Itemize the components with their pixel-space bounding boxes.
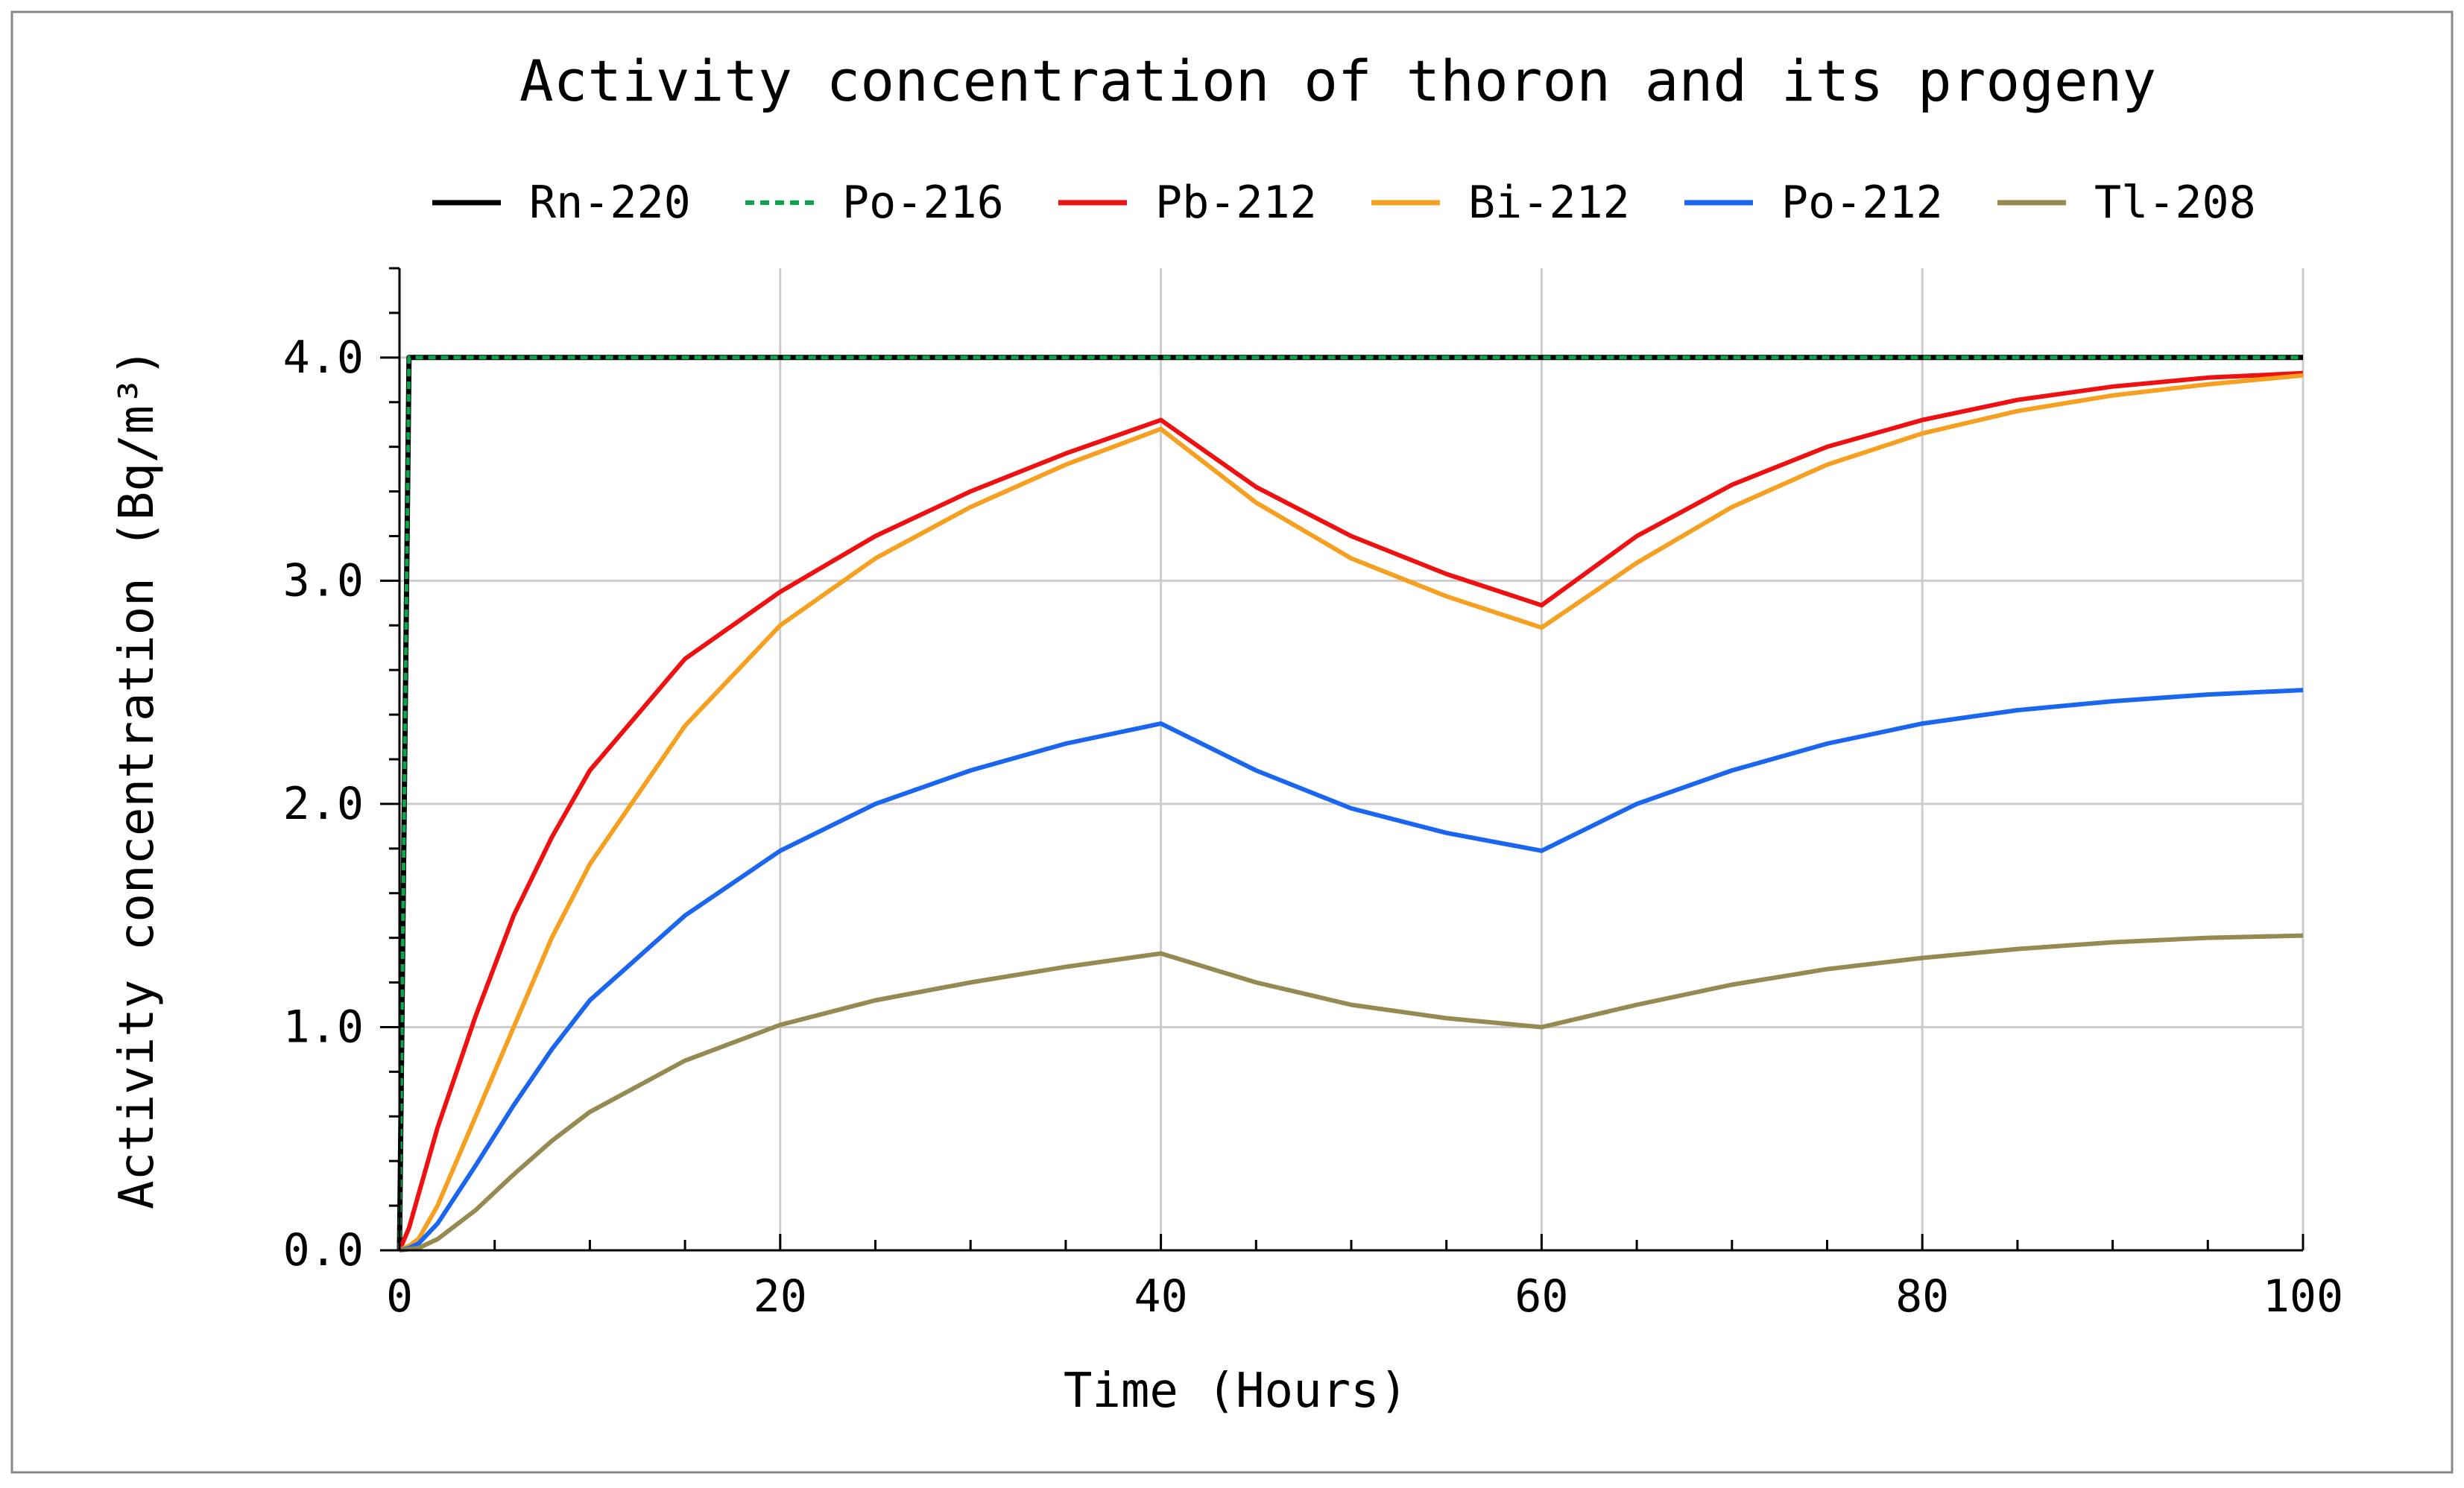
y-axis-label: Activity concentration (Bq/m³) xyxy=(110,348,165,1209)
series-line-pb-212 xyxy=(397,370,2304,1252)
legend-label-bi-212: Bi-212 xyxy=(1468,177,1630,229)
series-line-po-216 xyxy=(397,355,2303,1251)
y-tick-label-0: 0.0 xyxy=(283,1224,364,1276)
x-tick-label-20: 20 xyxy=(754,1270,807,1323)
x-tick-label-0: 0 xyxy=(386,1270,413,1323)
chart-title: Activity concentration of thoron and its… xyxy=(519,48,2156,114)
series-line-bi-212 xyxy=(398,373,2304,1253)
legend-label-tl-208: Tl-208 xyxy=(2094,177,2256,229)
series-line-tl-208 xyxy=(399,933,2304,1253)
chart-frame xyxy=(10,10,2454,1474)
legend-label-po-212: Po-212 xyxy=(1781,177,1943,229)
legend-label-pb-212: Pb-212 xyxy=(1155,177,1317,229)
x-tick-label-40: 40 xyxy=(1134,1270,1187,1323)
series-line-po-212 xyxy=(399,688,2304,1253)
legend-label-rn-220: Rn-220 xyxy=(529,177,691,229)
x-axis-label: Time (Hours) xyxy=(1064,1364,1408,1419)
y-tick-label-3: 3.0 xyxy=(283,554,364,607)
series-layer xyxy=(397,355,2304,1253)
y-tick-label-1: 1.0 xyxy=(283,1001,364,1053)
y-tick-label-4: 4.0 xyxy=(283,332,364,384)
x-tick-label-100: 100 xyxy=(2263,1270,2343,1323)
x-tick-label-80: 80 xyxy=(1895,1270,1949,1323)
y-tick-label-2: 2.0 xyxy=(283,778,364,830)
axes: 0 20 40 60 80 100 0.0 1.0 2.0 3.0 4.0 xyxy=(283,267,2343,1323)
legend: Rn-220 Po-216 Pb-212 Bi-212 Po-212 Tl-208 xyxy=(432,177,2256,229)
legend-label-po-216: Po-216 xyxy=(842,177,1004,229)
x-tick-label-60: 60 xyxy=(1514,1270,1568,1323)
